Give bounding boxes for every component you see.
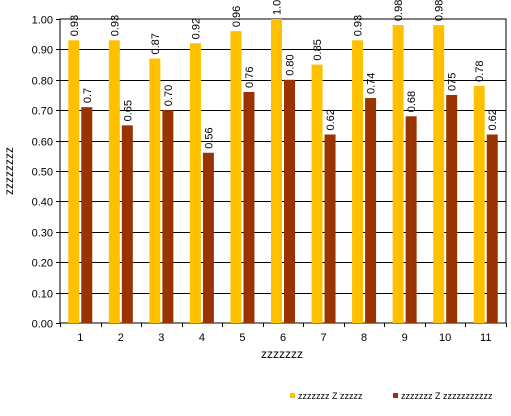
axes: 0.00 0.10 0.20 0.30 0.40 0.50 0.60 0.70 0.80 0.90… <box>32 15 507 344</box>
data-label-series-1: 0.85 <box>312 39 324 60</box>
y-tick-label: 0.60 <box>32 137 53 149</box>
x-tick-label: 1 <box>77 332 83 344</box>
x-tick-label: 2 <box>118 332 124 344</box>
x-tick-label: 10 <box>439 332 451 344</box>
data-label-series-2: 0.68 <box>406 91 418 112</box>
data-label-series-2: 0.62 <box>487 109 499 130</box>
bars <box>68 19 498 324</box>
bar-series-1 <box>311 64 323 323</box>
bar-series-2 <box>162 110 174 323</box>
bar-series-2 <box>243 91 255 324</box>
bar-series-2 <box>121 125 133 324</box>
bar-series-1 <box>230 31 242 323</box>
y-tick-label: 0.40 <box>32 197 53 209</box>
data-label-series-2: 0.80 <box>285 54 297 75</box>
bar-series-2 <box>81 107 93 323</box>
legend-swatch-series-2 <box>393 393 398 398</box>
bar-series-2 <box>405 116 417 323</box>
x-tick-label: 9 <box>402 332 408 344</box>
y-tick-label: 0.90 <box>32 45 53 57</box>
bar-series-2 <box>365 98 377 323</box>
bar-series-1 <box>433 25 445 324</box>
data-label-series-1: 0.98 <box>434 0 446 21</box>
y-tick-label: 1.00 <box>32 15 53 27</box>
bar-series-1 <box>473 85 485 323</box>
x-tick-label: 8 <box>361 332 367 344</box>
bar-series-1 <box>271 19 282 323</box>
data-label-series-2: 0.70 <box>163 85 175 106</box>
bar-series-1 <box>108 40 120 323</box>
bar-series-2 <box>202 152 214 323</box>
bar-series-1 <box>352 40 364 323</box>
x-axis-title: zzzzzzz <box>261 347 303 361</box>
bar-series-1 <box>189 43 201 323</box>
bar-series-2 <box>284 79 295 323</box>
data-label-series-1: 0.93 <box>69 15 81 36</box>
data-label-series-1: 0.87 <box>150 33 162 54</box>
y-tick-label: 0.00 <box>32 319 53 331</box>
data-label-series-1: 0.93 <box>109 15 121 36</box>
legend: zzzzzzz Z zzzzz zzzzzzz Z zzzzzzzzzzz <box>290 391 493 401</box>
y-tick-label: 0.50 <box>32 167 53 179</box>
y-tick-label: 0.30 <box>32 228 53 240</box>
data-label-series-2: 0.7 <box>82 88 94 103</box>
bar-series-2 <box>324 134 336 323</box>
x-tick-label: 11 <box>480 332 491 344</box>
y-axis-title: zzzzzzzz <box>2 147 16 195</box>
data-label-series-2: 0.65 <box>122 100 134 121</box>
x-tick-label: 3 <box>158 332 164 344</box>
data-labels: 0.93 0.93 0.87 0.92 0.96 1.00 0.85 0.93 0.98 0.98… <box>69 0 499 149</box>
x-tick-label: 7 <box>320 332 326 344</box>
x-tick-label: 5 <box>239 332 245 344</box>
y-tick-label: 0.20 <box>32 258 53 270</box>
data-label-series-1: 0.93 <box>353 15 365 36</box>
data-label-series-1: 1.00 <box>272 0 284 15</box>
bar-series-1 <box>68 40 80 323</box>
legend-label-series-1: zzzzzzz Z zzzzz <box>298 391 363 401</box>
data-label-series-1: 0.98 <box>393 0 405 21</box>
data-label-series-2: 0.76 <box>244 67 256 88</box>
data-label-series-1: 0.78 <box>474 60 486 81</box>
data-label-series-2: 0.74 <box>366 73 378 94</box>
y-tick-label: 0.70 <box>32 106 53 118</box>
data-label-series-1: 0.96 <box>231 6 243 27</box>
data-label-series-2: 075 <box>447 73 459 91</box>
gridlines <box>59 18 507 324</box>
legend-swatch-series-1 <box>290 393 295 398</box>
x-tick-label: 6 <box>280 332 286 344</box>
data-label-series-2: 0.62 <box>325 109 337 130</box>
y-tick-label: 0.10 <box>32 289 53 301</box>
bar-series-1 <box>149 58 161 324</box>
data-label-series-1: 0.92 <box>190 18 202 39</box>
x-tick-label: 4 <box>199 332 205 344</box>
bar-series-2 <box>446 95 458 323</box>
data-label-series-2: 0.56 <box>203 127 215 148</box>
bar-series-1 <box>392 25 404 324</box>
bar-series-2 <box>486 134 498 323</box>
y-tick-label: 0.80 <box>32 76 53 88</box>
legend-label-series-2: zzzzzzz Z zzzzzzzzzzz <box>401 391 493 401</box>
